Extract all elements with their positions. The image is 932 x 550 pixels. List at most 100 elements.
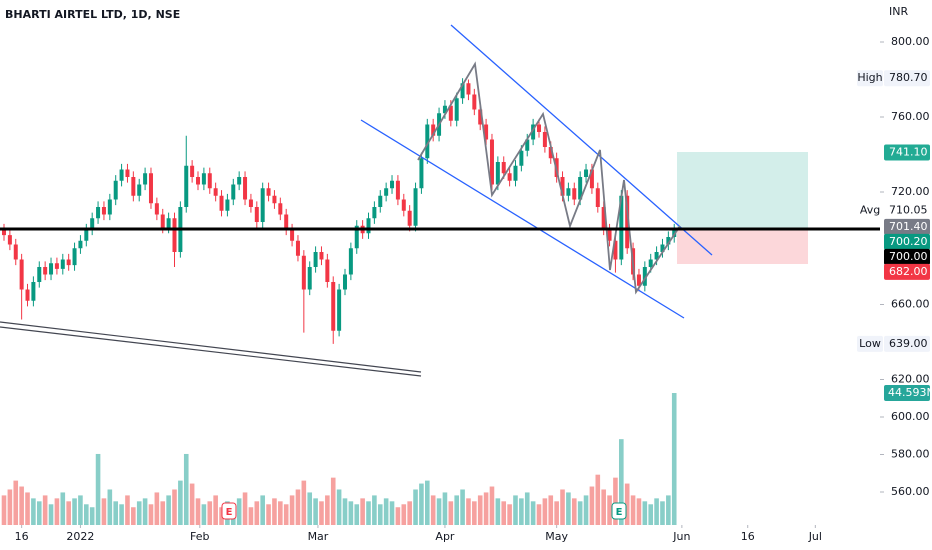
volume-bar [36,501,42,525]
y-tick-label: 600.00 [891,410,930,423]
volume-bar [395,507,401,525]
candle-body [107,199,112,215]
price-marker-label: 701.40 [889,220,928,233]
price-marker-name-box [857,335,883,352]
volume-bar [236,498,242,525]
volume-bar [272,498,277,525]
parallel-line [0,321,422,373]
candle-body [25,289,30,301]
candle-body [154,203,159,215]
candle-body [548,147,553,159]
volume-bar [48,504,54,525]
candle-body [584,169,589,177]
candle-body [625,195,630,249]
candle-body [66,259,71,266]
candle-body [313,252,318,267]
candle-body [384,188,389,196]
volume-bar [307,492,313,525]
volume-bar [260,495,265,525]
volume-bar [613,477,618,525]
volume-bar [389,501,395,525]
x-tick-label: 16 [15,530,29,543]
volume-bar [589,486,595,525]
volume-bar [160,501,166,525]
volume-bar [460,489,465,525]
candle-body [378,195,383,207]
price-marker-name: High [857,71,882,84]
candle-body [278,203,283,215]
volume-bar [195,498,201,525]
candle-body [607,229,612,241]
volume-bar [319,501,324,525]
price-marker-name: Low [859,337,881,350]
candle-body [348,248,353,275]
volume-bar [636,498,642,525]
volume-bar [372,495,377,525]
volume-bar [436,498,442,525]
volume-bar [642,501,648,525]
candle-body [495,162,500,185]
volume-bar [72,498,77,525]
x-tick-label: 2022 [66,530,94,543]
x-tick-label: Jul [808,530,822,543]
volume-bar [266,504,271,525]
volume-label-box [884,385,930,402]
price-marker-box [884,70,930,87]
price-marker-label: 700.00 [889,250,928,263]
event-label: E [226,507,233,518]
candle-body [207,173,212,189]
candle-body [454,98,459,121]
volume-bar [407,501,412,525]
volume-bar [671,393,677,525]
volume-bar [119,504,124,525]
volume-bar [530,501,536,525]
candle-body [248,199,253,207]
volume-bar [207,501,213,525]
event-label: E [616,507,623,518]
chart-title: BHARTI AIRTEL LTD, 1D, NSE [5,8,180,21]
candle-body [425,124,430,159]
volume-bar [483,492,489,525]
volume-bar [524,492,530,525]
candle-body [390,180,395,189]
profit-zone [677,152,808,228]
candle-body [31,282,36,301]
candle-body [419,158,424,189]
volume-bar [601,489,606,525]
volume-bar [131,507,136,525]
plot [1,78,677,525]
volume-bar [42,495,48,525]
volume-bar [254,501,260,525]
volume-bar [513,495,518,525]
volume-bar [577,501,583,525]
candle-body [431,124,436,136]
candle-body [660,244,665,252]
volume-bar [136,501,142,525]
volume-bar [66,501,71,525]
candle-body [448,105,453,121]
candle-body [525,139,530,151]
price-marker-box [884,335,930,352]
volume-bar [95,453,101,525]
candle-body [90,218,95,230]
price-marker-label: 780.70 [889,71,928,84]
candle-body [372,207,377,219]
volume-bar [624,483,630,525]
volume-bar [354,504,360,525]
candle-body [1,229,6,236]
event-badge: E [611,502,627,520]
price-marker-box [884,144,930,161]
volume-bar [595,474,601,525]
volume-bar [1,495,7,525]
volume-bar [401,504,407,525]
candle-body [143,173,148,185]
candle-body [601,207,606,230]
candle-body [172,218,177,252]
candle-body [513,165,518,181]
volume-bar [213,495,218,525]
candle-body [642,267,647,286]
candle-body [37,267,42,282]
candle-body [231,184,236,200]
candle-body [148,173,153,204]
volume-bar [25,492,30,525]
